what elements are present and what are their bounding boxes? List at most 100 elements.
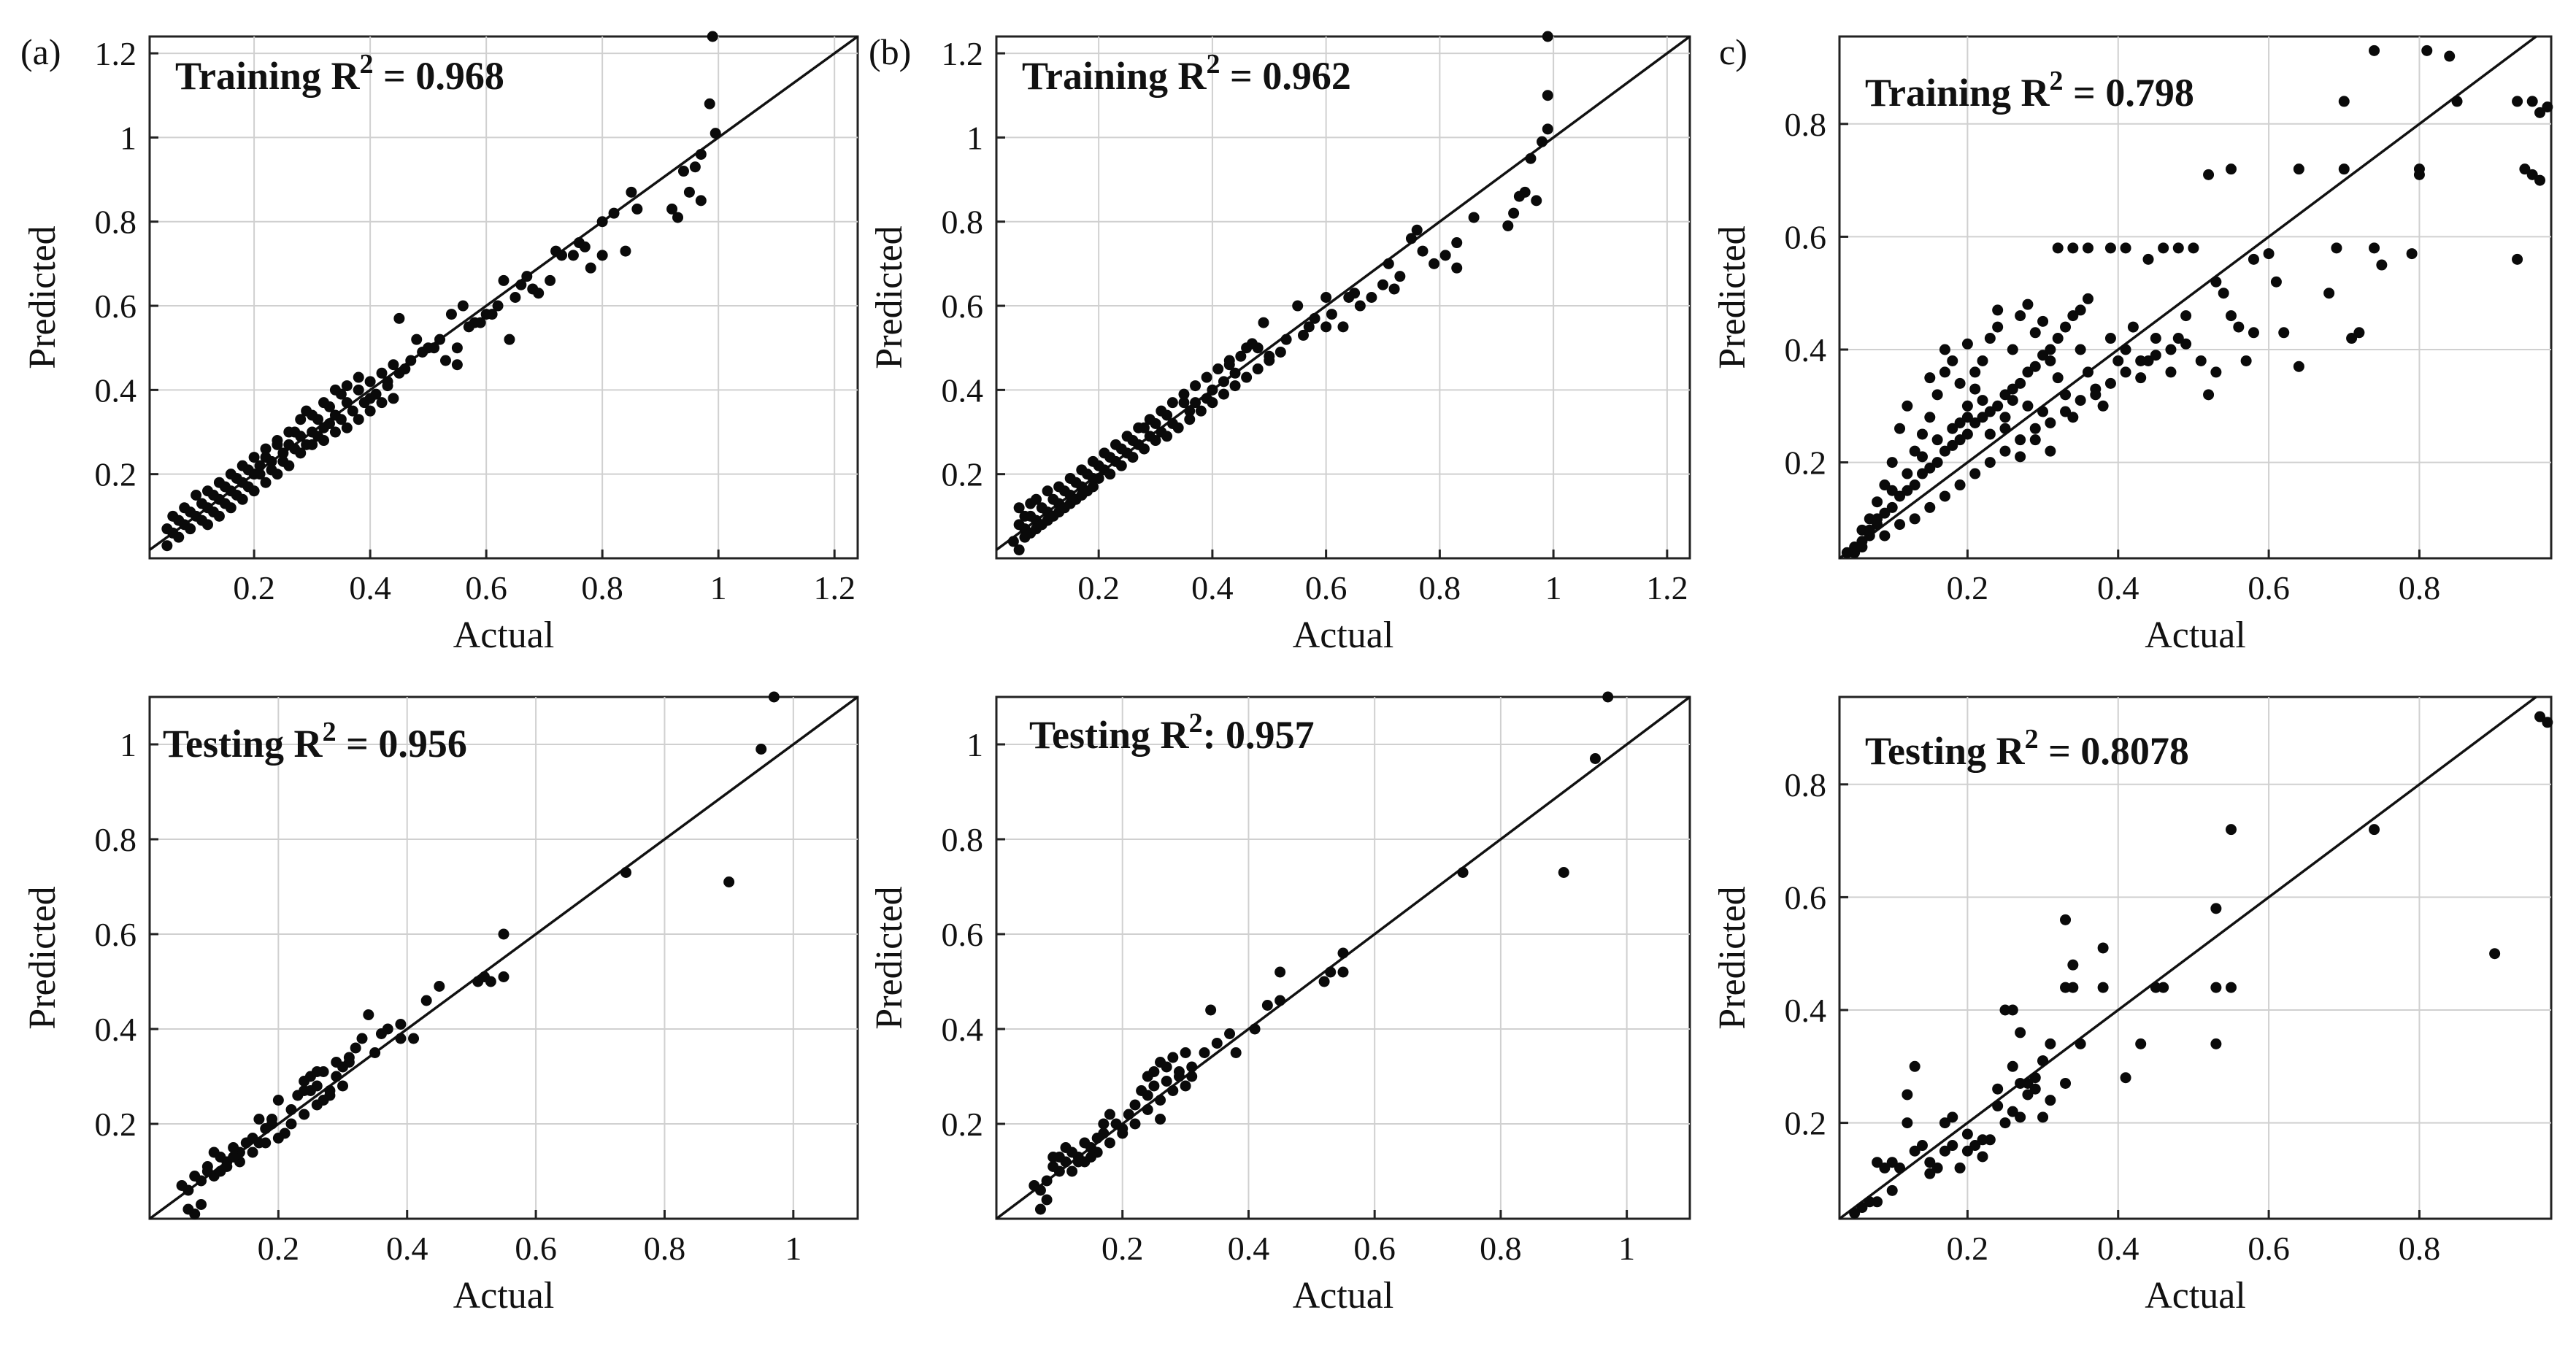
data-point — [1894, 1162, 1906, 1173]
data-point — [1142, 1104, 1153, 1115]
y-tick-label: 1.2 — [942, 35, 984, 72]
data-point — [356, 1033, 368, 1044]
data-point — [2015, 310, 2026, 322]
data-point — [2512, 96, 2523, 107]
x-tick-label: 1 — [1545, 569, 1562, 606]
data-point — [1439, 250, 1451, 261]
data-point — [202, 519, 214, 531]
data-point — [2248, 327, 2259, 339]
data-point — [2029, 361, 2041, 372]
data-point — [2022, 366, 2034, 378]
data-point — [2037, 315, 2049, 327]
data-point — [2233, 321, 2245, 333]
data-point — [1984, 457, 1996, 469]
x-axis-label: Actual — [1293, 1275, 1394, 1317]
scatter-panel-3: 0.2 0.4 0.6 0.8 0.2 0.4 0.6 0.8 Actual Predicted T… — [1712, 31, 2553, 656]
y-tick-label: 0.4 — [95, 371, 137, 409]
data-point — [2067, 310, 2079, 322]
data-point — [1117, 1128, 1129, 1139]
data-point — [1325, 966, 1337, 978]
data-point — [2165, 344, 2177, 355]
data-point — [1246, 338, 1258, 350]
data-point — [1886, 1184, 1898, 1196]
data-point — [343, 1052, 355, 1063]
data-point — [2534, 107, 2546, 118]
x-tick-label: 0.8 — [1419, 569, 1461, 606]
data-point — [1992, 304, 2004, 316]
data-point — [253, 1114, 265, 1125]
data-point — [1969, 468, 1981, 479]
data-point — [2135, 1038, 2147, 1049]
data-point — [353, 414, 364, 425]
data-point — [768, 691, 780, 703]
data-point — [2263, 248, 2275, 260]
data-point — [2150, 982, 2161, 993]
y-tick-label: 0.4 — [1785, 992, 1827, 1029]
scatter-panel-2: 0.2 0.4 0.6 0.8 1 1.2 0.2 0.4 0.6 0.8 1 1.2 Actual Pr… — [869, 31, 1691, 656]
data-point — [704, 98, 715, 109]
data-point — [1127, 452, 1139, 463]
data-point — [1954, 434, 1966, 446]
data-point — [1961, 412, 1973, 423]
y-tick-label: 0.8 — [942, 204, 984, 241]
data-point — [1856, 524, 1868, 536]
data-point — [1224, 1028, 1236, 1039]
data-point — [1178, 388, 1190, 400]
data-point — [2376, 259, 2388, 271]
data-point — [1013, 502, 1025, 514]
r-squared-annotation: Training R2 = 0.968 — [175, 49, 504, 98]
data-point — [1872, 496, 1883, 508]
data-point — [2226, 163, 2237, 175]
data-point — [1879, 507, 1891, 519]
panel-label: (b) — [869, 31, 911, 72]
data-point — [2142, 253, 2154, 265]
data-point — [2120, 1072, 2131, 1084]
data-point — [1029, 1180, 1040, 1191]
y-axis-label: Predicted — [869, 886, 910, 1029]
data-point — [1977, 412, 1988, 423]
data-point — [2135, 372, 2147, 384]
data-point — [1542, 123, 1553, 135]
data-point — [1939, 445, 1950, 457]
data-point — [2542, 717, 2553, 728]
data-point — [2248, 253, 2259, 265]
data-point — [2413, 169, 2425, 180]
data-point — [1184, 414, 1196, 425]
data-point — [299, 1109, 310, 1120]
data-point — [420, 995, 432, 1006]
data-point — [299, 1076, 310, 1087]
data-point — [417, 346, 428, 358]
data-point — [1230, 1047, 1242, 1058]
data-point — [504, 334, 515, 345]
data-point — [408, 1033, 420, 1044]
data-point — [620, 867, 632, 878]
data-point — [1999, 423, 2011, 434]
data-point — [2052, 242, 2064, 254]
data-point — [2060, 914, 2072, 925]
data-point — [689, 161, 701, 173]
x-tick-label: 0.6 — [515, 1230, 557, 1267]
data-point — [1984, 406, 1996, 417]
data-point — [1252, 363, 1264, 375]
data-point — [1872, 1196, 1883, 1208]
data-point — [1180, 1047, 1191, 1058]
y-tick-label: 0.6 — [942, 916, 984, 953]
data-point — [439, 355, 451, 366]
data-point — [1984, 333, 1996, 344]
data-point — [1939, 344, 1950, 355]
data-point — [2029, 1083, 2041, 1095]
y-tick-label: 0.8 — [942, 821, 984, 858]
data-point — [318, 397, 330, 409]
data-point — [1849, 547, 1861, 558]
data-point — [331, 1057, 342, 1068]
data-point — [1969, 417, 1981, 428]
x-tick-label: 1.2 — [813, 569, 856, 606]
data-point — [1167, 1085, 1179, 1096]
x-tick-label: 0.4 — [386, 1230, 428, 1267]
x-tick-label: 0.2 — [1947, 569, 1989, 606]
data-point — [1007, 536, 1019, 547]
data-point — [272, 469, 283, 480]
data-point — [1924, 462, 1936, 474]
data-point — [1155, 1114, 1166, 1125]
data-point — [510, 292, 521, 303]
